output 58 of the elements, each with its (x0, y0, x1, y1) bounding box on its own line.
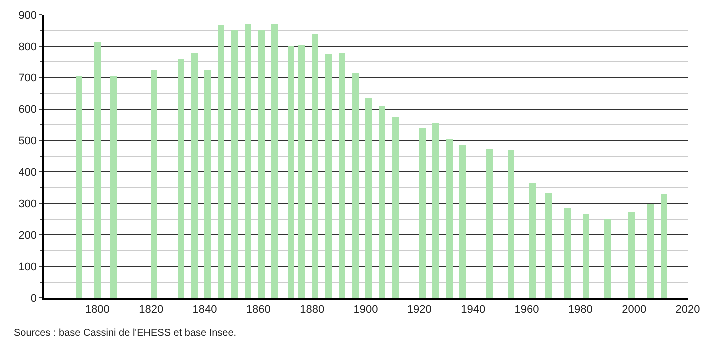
x-tick-label: 1880 (300, 304, 325, 316)
source-note: Sources : base Cassini de l'EHESS et base Insee. (14, 328, 237, 339)
bar (419, 128, 426, 298)
bar (245, 24, 251, 298)
bar (486, 149, 493, 298)
bar (545, 193, 552, 298)
bar (218, 25, 224, 298)
x-tick-label: 1800 (85, 304, 110, 316)
bar (339, 53, 345, 298)
x-tick-label: 1980 (568, 304, 593, 316)
y-tick-label: 0 (30, 292, 38, 305)
bar (191, 53, 198, 298)
bar (564, 208, 571, 298)
bar (258, 30, 265, 298)
y-tick-label: 100 (18, 261, 38, 274)
bar (432, 123, 439, 298)
bar (94, 42, 101, 298)
x-tick-label: 1820 (139, 304, 164, 316)
bar (312, 34, 318, 298)
bar (628, 212, 635, 298)
x-tick-label: 1920 (407, 304, 432, 316)
bar (231, 30, 238, 298)
y-tick-label: 200 (18, 230, 38, 242)
bar (583, 214, 589, 298)
bar (178, 59, 184, 298)
x-tick-label: 2020 (676, 304, 700, 316)
bar (288, 46, 294, 298)
x-tick-label: 1960 (514, 304, 540, 316)
bar (352, 73, 359, 298)
bar (647, 204, 654, 298)
x-tick-label: 2000 (622, 304, 647, 316)
bar (379, 106, 385, 298)
bar (508, 150, 514, 298)
x-tick-label: 1900 (354, 304, 378, 316)
y-tick-label: 400 (18, 167, 38, 180)
bar (110, 76, 117, 298)
x-tick-label: 1840 (192, 304, 218, 316)
bar (204, 70, 211, 298)
x-tick-label: 1940 (461, 304, 486, 316)
y-tick-label: 300 (18, 198, 38, 211)
bar (459, 145, 466, 298)
y-tick-label: 800 (18, 41, 38, 54)
bar (604, 219, 611, 298)
bar (151, 70, 157, 298)
y-tick-label: 700 (18, 72, 38, 85)
bar (325, 54, 332, 298)
bar (298, 45, 305, 298)
bar (661, 194, 667, 298)
x-tick-label: 1860 (246, 304, 271, 316)
y-tick-label: 600 (18, 104, 38, 116)
y-tick-label: 500 (18, 136, 38, 148)
bar (446, 139, 453, 298)
y-tick-label: 900 (18, 10, 38, 22)
bar (529, 183, 536, 298)
bar (392, 117, 399, 298)
bar (76, 76, 82, 298)
bar (365, 98, 372, 298)
bar (271, 24, 278, 298)
